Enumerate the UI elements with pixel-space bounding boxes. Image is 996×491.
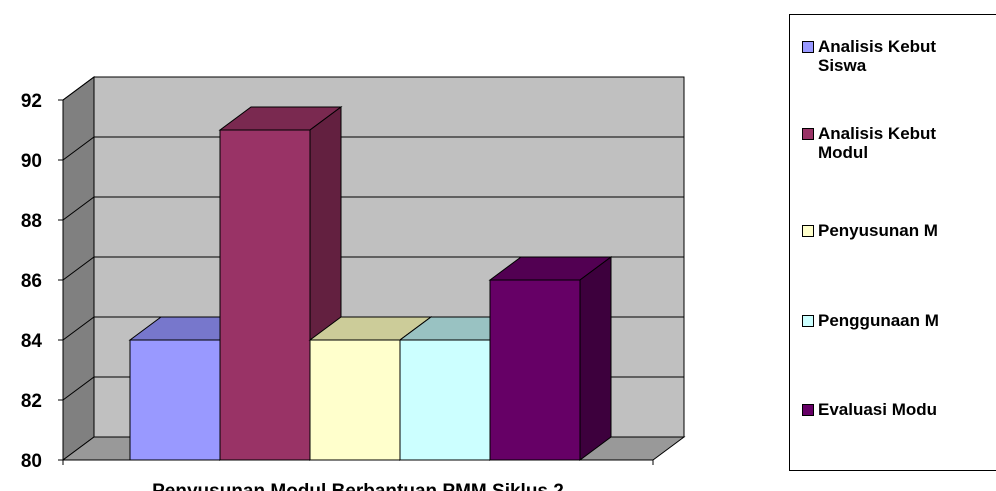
legend-label: Analisis Kebut Siswa xyxy=(818,37,937,75)
legend-item: Evaluasi Modu xyxy=(802,400,978,419)
bar-side xyxy=(579,256,612,461)
legend: Analisis Kebut Siswa Analisis Kebut Modul Pe… xyxy=(789,14,996,471)
bar-front xyxy=(219,129,311,461)
legend-item: Analisis Kebut Modul xyxy=(802,124,978,162)
y-tick-label: 80 xyxy=(21,451,42,472)
legend-item: Penyusunan M xyxy=(802,221,978,240)
legend-label: Evaluasi Modu xyxy=(818,400,938,419)
legend-swatch xyxy=(802,404,814,416)
gridline xyxy=(62,76,684,101)
gridline xyxy=(62,136,684,161)
y-tick-label: 86 xyxy=(21,271,42,292)
gridline xyxy=(62,196,684,221)
gridline xyxy=(62,256,684,281)
bar-front xyxy=(489,279,581,461)
y-tick-label: 90 xyxy=(21,151,42,172)
legend-swatch xyxy=(802,128,814,140)
legend-label: Penyusunan M xyxy=(818,221,938,240)
bars-group xyxy=(128,106,613,461)
y-tick-label: 84 xyxy=(21,331,43,352)
y-tick-labels: 80 82 84 86 88 90 92 xyxy=(21,91,43,472)
x-category-labels: Penyusunan Modul Berbantuan PMM Siklus 2 xyxy=(152,481,564,491)
axes xyxy=(58,99,654,465)
bar-front xyxy=(129,339,221,461)
x-category-label: Penyusunan Modul Berbantuan PMM Siklus 2 xyxy=(152,481,564,491)
legend-swatch xyxy=(802,225,814,237)
legend-item: Analisis Kebut Siswa xyxy=(802,37,978,75)
legend-label: Penggunaan M xyxy=(818,311,939,330)
y-tick-label: 82 xyxy=(21,391,42,412)
legend-label: Analisis Kebut Modul xyxy=(818,124,937,162)
legend-swatch xyxy=(802,315,814,327)
bar-front xyxy=(309,339,401,461)
legend-swatch xyxy=(802,41,814,53)
y-tick-label: 92 xyxy=(21,91,42,112)
bar-front xyxy=(399,339,491,461)
legend-item: Penggunaan M xyxy=(802,311,978,330)
y-tick-label: 88 xyxy=(21,211,42,232)
